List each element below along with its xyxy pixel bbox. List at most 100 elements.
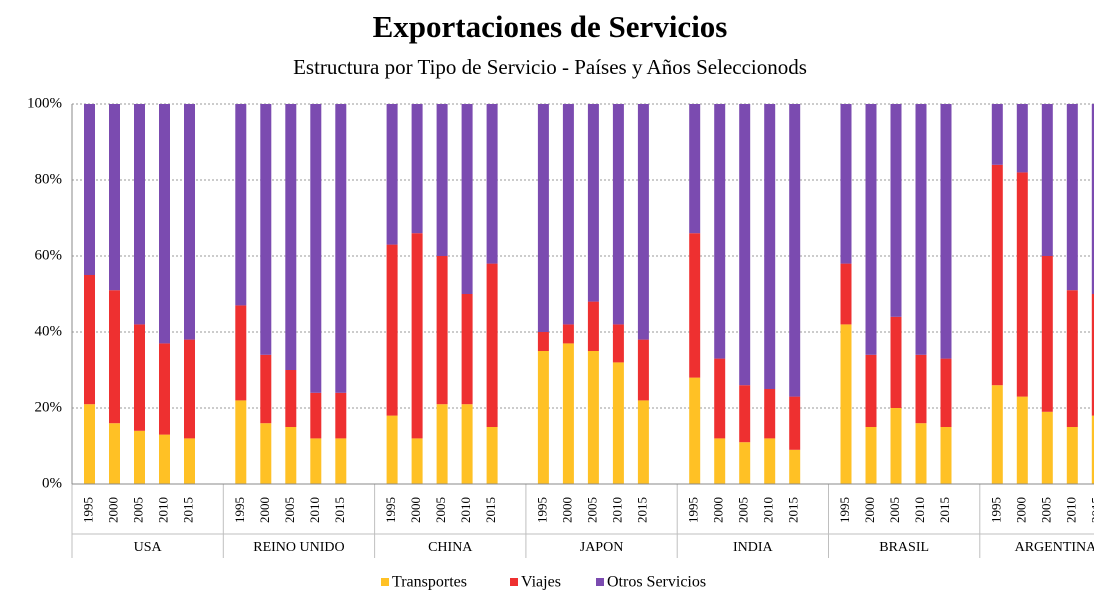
bar-segment xyxy=(764,438,776,484)
bar-segment xyxy=(714,358,726,439)
bar-segment xyxy=(1066,427,1078,484)
bar-segment xyxy=(386,415,398,484)
bar-segment xyxy=(134,104,145,325)
bar-segment xyxy=(411,104,423,234)
bar-segment xyxy=(689,104,701,234)
bar-segment xyxy=(461,404,473,484)
x-tick-label: 2000 xyxy=(105,497,120,523)
bar-segment xyxy=(285,427,297,484)
bar-segment xyxy=(260,423,272,484)
bar-segment xyxy=(915,104,927,355)
legend-swatch xyxy=(510,578,518,586)
bar-segment xyxy=(184,104,195,340)
bar-segment xyxy=(486,104,498,264)
bar-segment xyxy=(109,290,120,424)
legend-swatch xyxy=(596,578,604,586)
bar-segment xyxy=(789,396,801,450)
bar-segment xyxy=(764,104,776,389)
bar-segment xyxy=(537,332,549,351)
y-tick-label: 60% xyxy=(35,247,63,263)
x-tick-label: 2015 xyxy=(786,497,801,523)
group-label: USA xyxy=(134,540,163,555)
bar-segment xyxy=(486,263,498,427)
y-tick-label: 80% xyxy=(35,171,63,187)
bar-segment xyxy=(461,104,473,294)
bar-segment xyxy=(109,423,120,484)
x-tick-label: 2005 xyxy=(130,497,145,523)
bar-segment xyxy=(915,423,927,484)
bar-segment xyxy=(587,301,599,351)
bar-segment xyxy=(436,104,448,256)
group-label: CHINA xyxy=(428,540,473,555)
x-tick-label: 2000 xyxy=(257,497,272,523)
x-tick-label: 2005 xyxy=(584,497,599,523)
bar-segment xyxy=(184,339,195,439)
bar-segment xyxy=(386,244,398,416)
bar-segment xyxy=(991,104,1003,165)
x-tick-label: 2005 xyxy=(887,497,902,523)
bar-segment xyxy=(411,233,423,439)
bar-segment xyxy=(109,104,120,291)
bar-segment xyxy=(689,233,701,378)
bar-segment xyxy=(1041,256,1053,412)
bar-segment xyxy=(991,385,1003,484)
bar-segment xyxy=(159,343,170,435)
bar-segment xyxy=(260,104,272,355)
bar-segment xyxy=(1016,104,1028,173)
bar-segment xyxy=(1016,172,1028,397)
bar-segment xyxy=(865,104,877,355)
group-label: INDIA xyxy=(733,540,774,555)
bar-segment xyxy=(310,438,322,484)
x-tick-label: 1995 xyxy=(232,497,247,523)
bar-segment xyxy=(537,351,549,484)
bar-segment xyxy=(612,324,624,363)
bar-segment xyxy=(486,427,498,484)
x-tick-label: 2000 xyxy=(1013,497,1028,523)
bar-segment xyxy=(436,404,448,484)
bar-segment xyxy=(562,343,574,484)
bar-segment xyxy=(637,339,649,401)
x-tick-label: 2010 xyxy=(912,497,927,523)
bar-segment xyxy=(865,427,877,484)
bar-segment xyxy=(637,104,649,340)
bar-segment xyxy=(587,104,599,302)
bar-segment xyxy=(562,104,574,325)
bar-segment xyxy=(235,400,247,484)
legend-label: Otros Servicios xyxy=(607,574,706,591)
bar-segment xyxy=(940,427,952,484)
bar-segment xyxy=(764,389,776,439)
bar-segment xyxy=(1091,104,1094,294)
bar-segment xyxy=(335,392,347,439)
chart-subtitle: Estructura por Tipo de Servicio - Países… xyxy=(293,55,807,79)
bar-segment xyxy=(285,370,297,427)
x-tick-label: 1995 xyxy=(80,497,95,523)
bar-segment xyxy=(335,104,347,393)
y-tick-label: 100% xyxy=(27,95,62,111)
x-tick-label: 2005 xyxy=(433,497,448,523)
bar-segment xyxy=(134,430,145,484)
x-tick-label: 2000 xyxy=(408,497,423,523)
bar-segment xyxy=(1066,290,1078,427)
x-tick-label: 2015 xyxy=(937,497,952,523)
bar-segment xyxy=(235,104,247,306)
bar-segment xyxy=(890,316,902,408)
bar-segment xyxy=(840,263,852,325)
bar-segment xyxy=(335,438,347,484)
bar-segment xyxy=(865,354,877,427)
chart-title: Exportaciones de Servicios xyxy=(373,9,728,44)
x-tick-label: 2005 xyxy=(1038,497,1053,523)
x-tick-label: 2010 xyxy=(458,497,473,523)
bar-segment xyxy=(159,434,170,484)
y-tick-label: 0% xyxy=(42,475,62,491)
x-tick-label: 2010 xyxy=(307,497,322,523)
bar-segment xyxy=(562,324,574,344)
bar-segment xyxy=(84,104,95,275)
bar-segment xyxy=(890,104,902,317)
bar-segment xyxy=(739,104,751,386)
bar-segment xyxy=(612,104,624,325)
y-tick-label: 40% xyxy=(35,323,63,339)
bar-segment xyxy=(940,358,952,427)
group-label: REINO UNIDO xyxy=(253,540,344,555)
x-tick-label: 2010 xyxy=(1063,497,1078,523)
